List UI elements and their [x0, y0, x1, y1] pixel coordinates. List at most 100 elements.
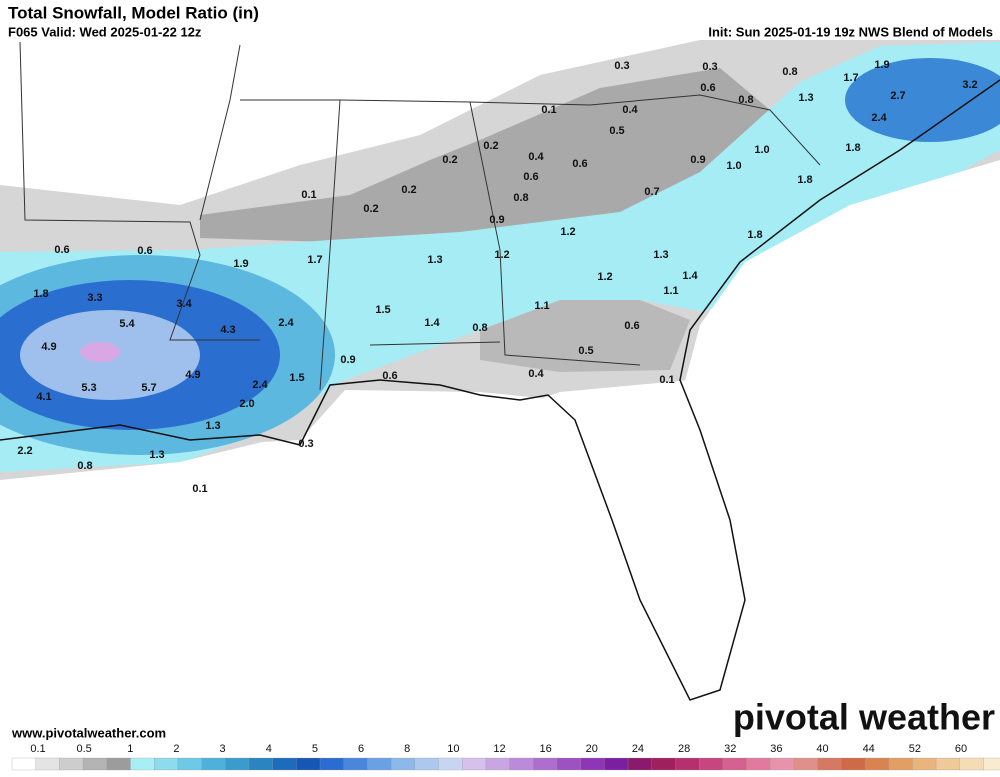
legend-swatch [722, 757, 748, 771]
snowfall-label: 2.4 [278, 317, 294, 329]
snowfall-label: 0.6 [54, 244, 69, 256]
gulf [0, 160, 1000, 742]
snowfall-label: 1.9 [874, 59, 889, 71]
snowfall-label: 1.3 [427, 254, 442, 266]
snowfall-label: 1.3 [149, 449, 164, 461]
state-borders [19, 41, 821, 391]
legend-swatch [319, 757, 345, 771]
legend-swatch [225, 757, 250, 771]
snowfall-label: 1.7 [307, 254, 322, 266]
map [0, 40, 1000, 742]
snowfall-label: 1.8 [797, 174, 812, 186]
legend-swatch [390, 757, 416, 771]
legend-tick-label: 16 [540, 743, 552, 755]
snow-gray-south [480, 300, 690, 372]
snowfall-label: 0.6 [382, 370, 397, 382]
legend-tick-label: 52 [909, 743, 921, 755]
legend-swatch [177, 757, 203, 771]
snowfall-label: 0.3 [702, 61, 717, 73]
legend-swatch [438, 757, 463, 771]
snowfall-label: 1.5 [375, 304, 390, 316]
legend-tick-label: 6 [358, 743, 364, 755]
legend: 0.1 0.5 1 2 3 4 5 6 8 10 12 16 20 24 28 32 36 40 44 52 60 [11, 743, 1000, 771]
legend-swatch [959, 757, 985, 771]
legend-swatch [698, 757, 724, 771]
snowfall-label: 0.8 [738, 94, 753, 106]
snowfall-label: 1.8 [747, 229, 762, 241]
snowfall-label: 0.8 [513, 192, 528, 204]
legend-swatch [106, 757, 132, 771]
snowfall-label: 1.8 [33, 288, 48, 300]
snowfall-label: 0.6 [624, 320, 639, 332]
legend-swatch [509, 757, 534, 771]
snowfall-label: 0.6 [523, 171, 538, 183]
legend-swatch [556, 757, 582, 771]
snowfall-label: 2.4 [252, 379, 268, 391]
legend-swatch [11, 757, 37, 771]
legend-swatch [888, 757, 914, 771]
legend-tick-label: 8 [404, 743, 410, 755]
snowfall-label: 0.9 [489, 214, 504, 226]
legend-swatch [272, 757, 297, 771]
legend-swatch [651, 757, 677, 771]
snowfall-label: 1.2 [560, 226, 575, 238]
legend-swatch [248, 757, 274, 771]
legend-swatch [296, 757, 321, 771]
legend-tick-label: 28 [678, 743, 690, 755]
snowfall-label: 2.2 [17, 445, 32, 457]
legend-tick-label: 3 [220, 743, 226, 755]
snowfall-label: 0.9 [690, 154, 705, 166]
snowfall-label: 0.6 [700, 82, 715, 94]
snowfall-label: 4.9 [41, 341, 56, 353]
snowfall-label: 4.9 [185, 369, 200, 381]
legend-swatch [983, 757, 1000, 771]
snowfall-label: 1.0 [726, 160, 741, 172]
legend-swatch [154, 757, 179, 771]
legend-swatch [770, 757, 795, 771]
legend-swatch [746, 757, 771, 771]
title: Total Snowfall, Model Ratio (in) [8, 3, 259, 22]
legend-swatch [59, 757, 84, 771]
snowfall-label: 1.8 [845, 142, 860, 154]
snowfall-label: 1.3 [205, 420, 220, 432]
snowfall-label: 0.9 [340, 354, 355, 366]
snowfall-label: 0.6 [572, 158, 587, 170]
legend-swatch [367, 757, 392, 771]
snowfall-label: 2.0 [239, 398, 254, 410]
legend-swatch [533, 757, 558, 771]
site-url: www.pivotalweather.com [11, 725, 166, 740]
snowfall-label: 1.5 [289, 372, 304, 384]
snowfall-label: 1.3 [653, 249, 668, 261]
legend-swatch [35, 757, 61, 771]
snowfall-label: 5.4 [119, 318, 135, 330]
snowfall-label: 0.8 [782, 66, 797, 78]
legend-tick-label: 2 [173, 743, 179, 755]
snowfall-label: 0.1 [659, 374, 674, 386]
snowfall-label: 1.9 [233, 258, 248, 270]
legend-swatch [675, 757, 700, 771]
snowfall-label: 0.3 [614, 60, 629, 72]
map-labels: 0.3 0.3 0.8 1.7 1.9 0.6 0.8 1.3 2.7 3.2 0.1 0.4 2.4 0… [17, 59, 977, 495]
snowfall-label: 1.0 [754, 144, 769, 156]
snowfall-label: 0.6 [137, 245, 152, 257]
snowfall-label: 2.7 [890, 90, 905, 102]
snow-pink [80, 342, 120, 362]
legend-swatch [201, 757, 226, 771]
legend-swatch [864, 757, 890, 771]
snowfall-label: 1.1 [534, 300, 549, 312]
snowfall-label: 0.8 [77, 460, 92, 472]
snowfall-label: 3.3 [87, 292, 102, 304]
legend-tick-label: 10 [447, 743, 459, 755]
init-time: Init: Sun 2025-01-19 19z NWS Blend of Mo… [708, 24, 993, 39]
legend-swatch [935, 757, 961, 771]
legend-tick-label: 1 [127, 743, 133, 755]
snowfall-label: 1.4 [682, 270, 698, 282]
snowfall-label: 0.2 [483, 140, 498, 152]
legend-swatch [817, 757, 842, 771]
legend-swatch [627, 757, 653, 771]
legend-swatch [841, 757, 866, 771]
legend-tick-label: 12 [493, 743, 505, 755]
legend-swatch [462, 757, 487, 771]
snowfall-label: 0.5 [609, 125, 624, 137]
